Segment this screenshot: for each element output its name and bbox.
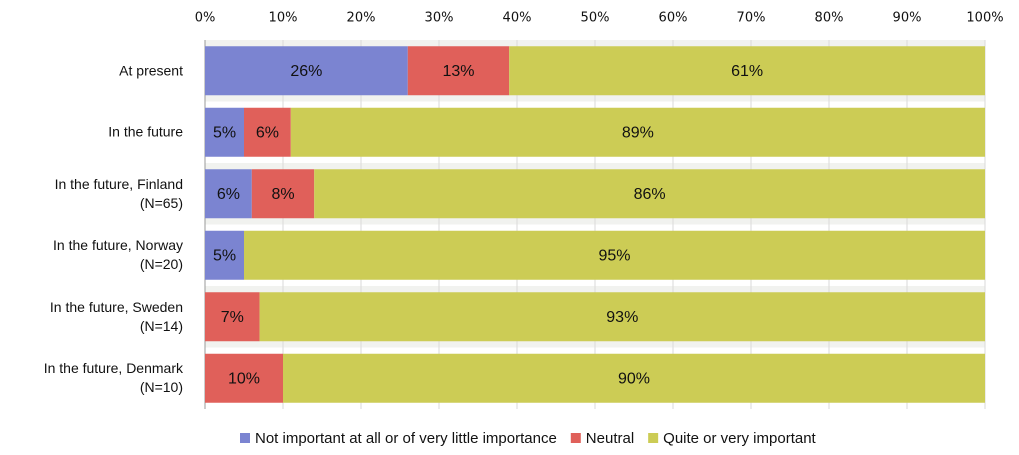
x-tick-label: 70%	[737, 11, 766, 26]
value-label: 7%	[221, 309, 244, 326]
category-label: In the future, Denmark (N=10)	[43, 360, 183, 396]
value-label: 26%	[290, 63, 322, 80]
x-tick-label: 20%	[347, 11, 376, 26]
value-label: 61%	[731, 63, 763, 80]
value-label: 5%	[213, 124, 236, 141]
bar-segment	[205, 169, 252, 219]
bar-segment	[259, 292, 986, 342]
value-label: 13%	[442, 63, 474, 80]
x-tick-label: 50%	[581, 11, 610, 26]
category-label: At present	[119, 62, 183, 79]
x-tick-label: 80%	[815, 11, 844, 26]
value-label: 6%	[217, 186, 240, 203]
value-label: 95%	[598, 247, 630, 264]
x-tick-label: 100%	[966, 11, 1003, 26]
bar-segment	[407, 46, 510, 96]
x-tick-label: 30%	[425, 11, 454, 26]
legend-label: Neutral	[586, 430, 634, 447]
value-label: 5%	[213, 247, 236, 264]
x-tick-label: 90%	[893, 11, 922, 26]
legend-label: Quite or very important	[663, 430, 816, 447]
bar-segment	[290, 107, 985, 157]
legend-swatch	[240, 433, 250, 443]
value-label: 8%	[271, 186, 294, 203]
value-label: 86%	[634, 186, 666, 203]
category-label: In the future	[108, 123, 183, 140]
bar-segment	[205, 292, 260, 342]
x-tick-label: 60%	[659, 11, 688, 26]
legend-swatch	[648, 433, 659, 443]
value-label: 93%	[606, 309, 638, 326]
category-label: In the future, Sweden (N=14)	[49, 298, 183, 334]
value-label: 6%	[256, 124, 279, 141]
value-label: 89%	[622, 124, 654, 141]
bar-segment	[509, 46, 985, 96]
bar-segment	[244, 230, 985, 280]
x-tick-label: 40%	[503, 11, 532, 26]
bar-segment	[283, 353, 985, 403]
bar-segment	[314, 169, 985, 219]
bar-segment	[244, 107, 291, 157]
category-label: In the future, Norway (N=20)	[53, 237, 183, 273]
x-tick-label: 10%	[269, 11, 298, 26]
value-label: 10%	[228, 370, 260, 387]
legend-label: Not important at all or of very little i…	[255, 430, 557, 447]
bar-segment	[205, 107, 244, 157]
bar-segment	[205, 353, 283, 403]
bar-segment	[251, 169, 315, 219]
value-label: 90%	[618, 370, 650, 387]
x-tick-label: 0%	[195, 11, 216, 26]
bar-segment	[205, 230, 244, 280]
category-label: In the future, Finland (N=65)	[54, 175, 183, 211]
legend-swatch	[570, 433, 581, 443]
bar-segment	[205, 46, 408, 96]
